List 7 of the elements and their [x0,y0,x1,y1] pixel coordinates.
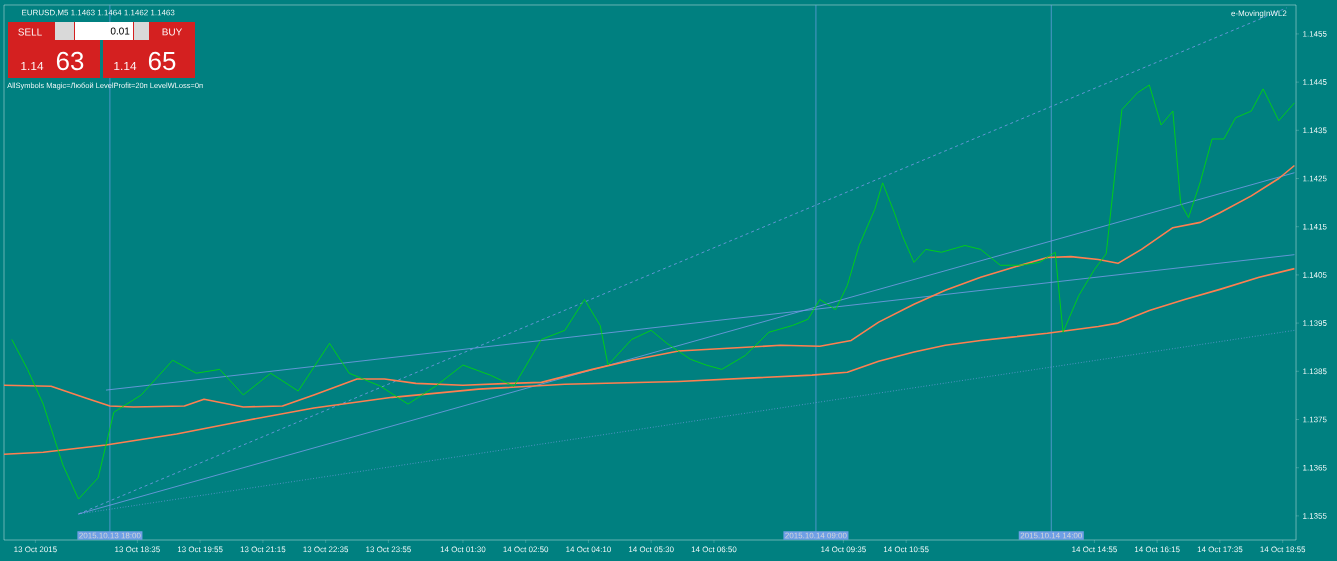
annotation: SELL [18,28,42,36]
annotation: 1.14 [114,61,137,71]
annotation: 63 [56,51,84,71]
annotation: 0.01 [110,27,130,35]
annotation: 65 [148,51,176,71]
annotation: BUY [162,28,183,36]
annotation: 1.14 [21,61,44,71]
